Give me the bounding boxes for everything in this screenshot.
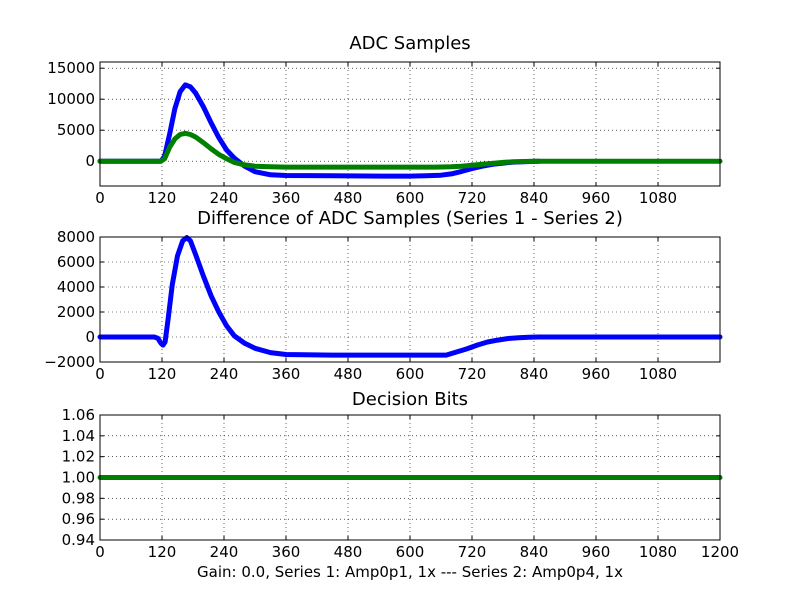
axes-frame (99, 61, 721, 187)
axes-frame (99, 414, 721, 541)
x-tick-label: 360 (272, 189, 301, 207)
x-tick-label: 960 (582, 543, 611, 561)
y-tick-label: 0.98 (62, 489, 95, 507)
series-2-line (97, 130, 723, 170)
x-tick-label: 240 (210, 543, 239, 561)
x-tick-label: 360 (272, 543, 301, 561)
figure-caption: Gain: 0.0, Series 1: Amp0p1, 1x --- Seri… (197, 563, 623, 581)
chart-title: Decision Bits (352, 389, 468, 410)
x-tick-label: 0 (95, 189, 105, 207)
x-tick-label: 0 (95, 365, 105, 383)
x-tick-label: 1080 (639, 189, 677, 207)
y-tick-label: 6000 (57, 253, 95, 271)
plot-area: 0 120 240 360 480 600 720 840 960 1080 1200 0.94 0.9… (62, 406, 740, 561)
x-tick-label: 120 (148, 365, 177, 383)
x-tick-label: 600 (396, 189, 425, 207)
chart-title: Difference of ADC Samples (Series 1 - Se… (197, 208, 623, 229)
y-tick-label: 5000 (57, 121, 95, 139)
plot-area: 0 120 240 360 480 600 720 840 960 1080−2000020004… (44, 228, 723, 383)
panel-difference: Difference of ADC Samples (Series 1 - Se… (44, 208, 723, 383)
x-tick-label: 720 (458, 543, 487, 561)
y-tick-label: 0 (85, 328, 95, 346)
x-tick-label: 240 (210, 189, 239, 207)
y-tick-label: 8000 (57, 228, 95, 246)
x-tick-label: 240 (210, 365, 239, 383)
x-tick-label: 1080 (639, 365, 677, 383)
x-tick-label: 840 (520, 189, 549, 207)
series-1-line (97, 235, 723, 358)
y-tick-label: 0.96 (62, 510, 95, 528)
x-tick-label: 720 (458, 189, 487, 207)
x-tick-label: 600 (396, 365, 425, 383)
y-tick-label: 1.06 (62, 406, 95, 424)
panel-decision-bits: Decision Bits 0 120 240 360 480 600 720 840 960 1… (62, 389, 740, 561)
x-tick-label: 120 (148, 543, 177, 561)
x-tick-label: 840 (520, 365, 549, 383)
x-tick-label: 480 (334, 189, 363, 207)
x-tick-label: 480 (334, 365, 363, 383)
chart-title: ADC Samples (349, 33, 470, 54)
y-tick-label: −2000 (44, 353, 95, 371)
y-tick-label: 15000 (47, 59, 95, 77)
x-tick-label: 120 (148, 189, 177, 207)
x-tick-label: 1200 (701, 543, 739, 561)
panel-adc-samples: ADC Samples 0 120 240 360 480 600 720 840 960 108… (47, 33, 723, 207)
x-tick-label: 600 (396, 543, 425, 561)
y-tick-label: 1.04 (62, 427, 95, 445)
y-tick-label: 10000 (47, 90, 95, 108)
y-tick-label: 0.94 (62, 531, 95, 549)
x-tick-label: 0 (95, 543, 105, 561)
y-tick-label: 1.02 (62, 448, 95, 466)
y-tick-label: 4000 (57, 278, 95, 296)
x-tick-label: 360 (272, 365, 301, 383)
plot-area: 0 120 240 360 480 600 720 840 960 1080 0 5000 10000 1… (47, 59, 723, 207)
x-tick-label: 960 (582, 365, 611, 383)
x-tick-label: 480 (334, 543, 363, 561)
x-tick-label: 1080 (639, 543, 677, 561)
y-tick-label: 1.00 (62, 469, 95, 487)
axes-frame (99, 236, 721, 363)
x-tick-label: 720 (458, 365, 487, 383)
x-tick-label: 840 (520, 543, 549, 561)
y-tick-label: 2000 (57, 303, 95, 321)
y-tick-label: 0 (85, 152, 95, 170)
series-1-line (97, 82, 542, 179)
x-tick-label: 960 (582, 189, 611, 207)
